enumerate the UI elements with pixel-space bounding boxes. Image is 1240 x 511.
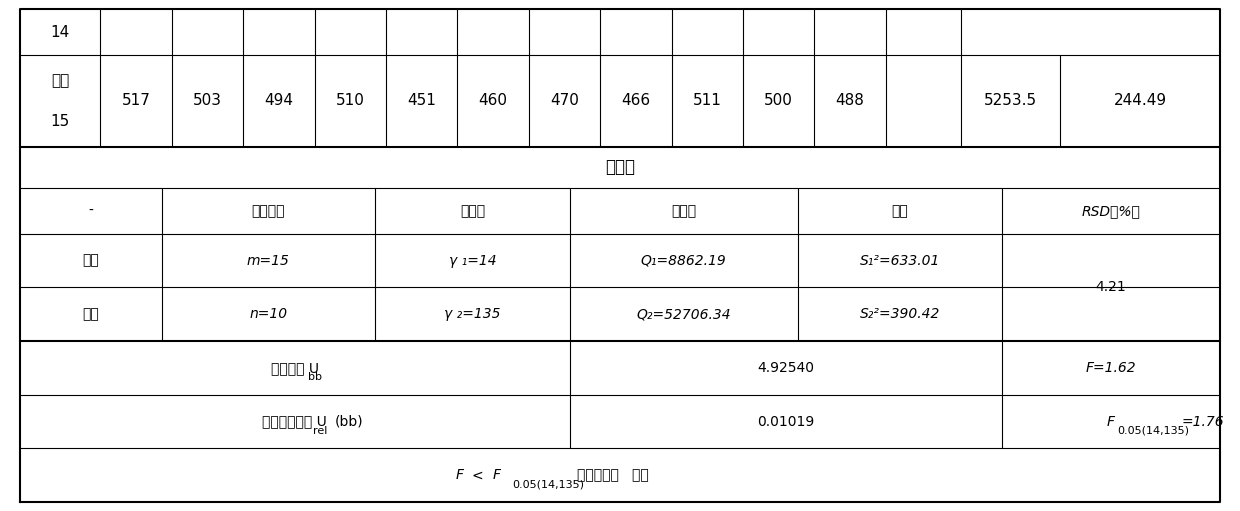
- Text: n=10: n=10: [249, 307, 288, 321]
- Text: Q₁=8862.19: Q₁=8862.19: [641, 253, 727, 268]
- Text: F=1.62: F=1.62: [1085, 361, 1136, 375]
- Text: F: F: [492, 468, 500, 482]
- Text: 4.21: 4.21: [1095, 281, 1126, 294]
- Text: γ ₁=14: γ ₁=14: [449, 253, 496, 268]
- Text: 方差: 方差: [892, 204, 908, 218]
- Text: 0.05(14,135): 0.05(14,135): [1117, 426, 1189, 436]
- Text: (bb): (bb): [335, 414, 363, 429]
- Text: 511: 511: [693, 94, 722, 108]
- Text: 0.01019: 0.01019: [756, 414, 815, 429]
- Text: 451: 451: [407, 94, 436, 108]
- Text: 差方和: 差方和: [671, 204, 696, 218]
- Text: 判定结果：   均匀: 判定结果： 均匀: [577, 468, 649, 482]
- Text: m=15: m=15: [247, 253, 290, 268]
- Text: γ ₂=135: γ ₂=135: [444, 307, 501, 321]
- Text: 5253.5: 5253.5: [985, 94, 1037, 108]
- Text: bb: bb: [309, 372, 322, 382]
- Text: 503: 503: [193, 94, 222, 108]
- Text: 488: 488: [836, 94, 864, 108]
- Text: 组间: 组间: [82, 253, 99, 268]
- Text: <: <: [472, 468, 484, 482]
- Text: 517: 517: [122, 94, 150, 108]
- Text: 不确定度 U: 不确定度 U: [270, 361, 319, 375]
- Text: S₁²=633.01: S₁²=633.01: [859, 253, 940, 268]
- Text: S₂²=390.42: S₂²=390.42: [859, 307, 940, 321]
- Text: 15: 15: [51, 113, 69, 129]
- Text: 460: 460: [479, 94, 507, 108]
- Text: 组间: 组间: [51, 73, 69, 88]
- Text: 466: 466: [621, 94, 651, 108]
- Text: 494: 494: [264, 94, 294, 108]
- Text: 自由度: 自由度: [460, 204, 485, 218]
- Text: rel: rel: [312, 426, 327, 436]
- Text: 0.05(14,135): 0.05(14,135): [512, 479, 584, 490]
- Text: -: -: [88, 204, 93, 218]
- Text: 测量次数: 测量次数: [252, 204, 285, 218]
- Text: 统计量: 统计量: [605, 158, 635, 176]
- Text: 14: 14: [51, 25, 69, 39]
- Text: 组内: 组内: [82, 307, 99, 321]
- Text: Q₂=52706.34: Q₂=52706.34: [636, 307, 730, 321]
- Text: 244.49: 244.49: [1114, 94, 1167, 108]
- Text: =1.76: =1.76: [1182, 414, 1224, 429]
- Text: RSD（%）: RSD（%）: [1081, 204, 1141, 218]
- Text: 500: 500: [764, 94, 794, 108]
- Text: 相对不确定度 U: 相对不确定度 U: [263, 414, 327, 429]
- Text: F: F: [1107, 414, 1115, 429]
- Text: 470: 470: [551, 94, 579, 108]
- Text: 510: 510: [336, 94, 365, 108]
- Text: F: F: [455, 468, 464, 482]
- Text: 4.92540: 4.92540: [758, 361, 815, 375]
